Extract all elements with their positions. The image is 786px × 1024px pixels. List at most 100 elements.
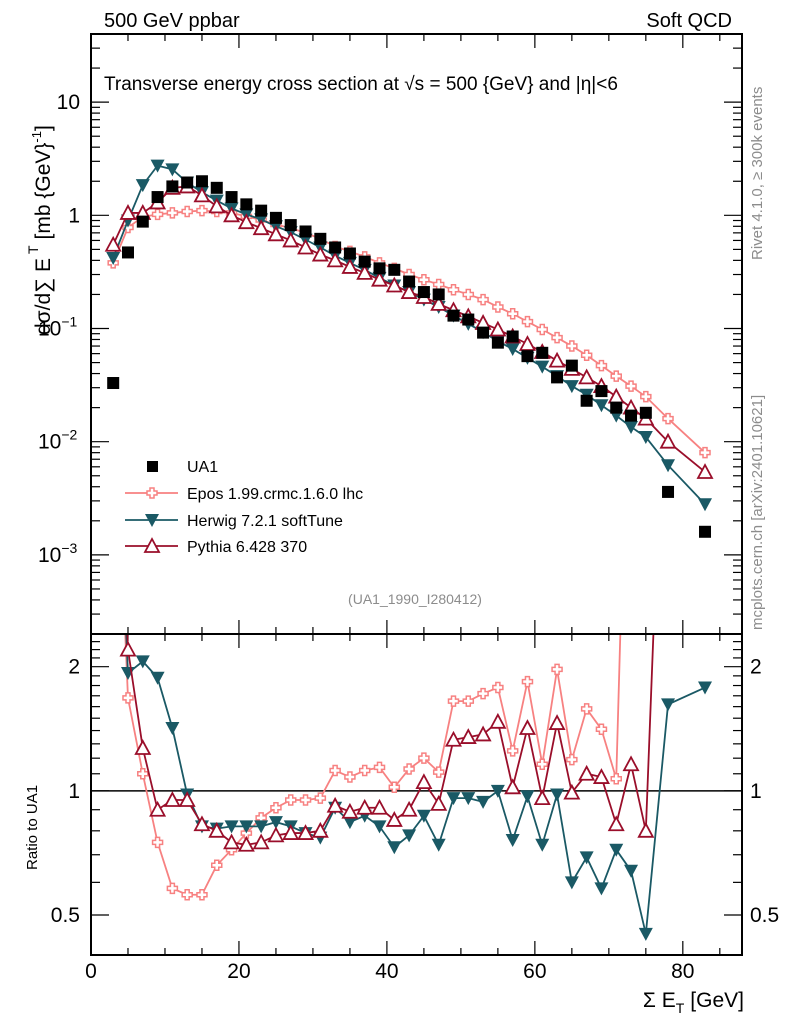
legend-item: Epos 1.99.crmc.1.6.0 lhc: [125, 486, 363, 503]
data-point: [610, 401, 623, 414]
data-point: [462, 288, 475, 301]
ratio-series-pythia: [119, 635, 655, 852]
ratio-point: [610, 772, 622, 785]
ratio-tick-label-right: 1: [750, 780, 762, 803]
ratio-point: [371, 798, 389, 815]
data-point: [165, 163, 180, 177]
data-point: [326, 251, 344, 268]
y-tick-label: 10: [57, 91, 80, 114]
data-point: [388, 263, 401, 276]
ratio-point: [178, 791, 196, 807]
ratio-point: [580, 703, 593, 715]
ratio-frame: [90, 633, 743, 956]
ratio-panel: 2 2 1 1 0.5 0.5: [51, 633, 779, 956]
ratio-point: [326, 796, 344, 813]
ratio-point: [609, 843, 624, 857]
ratio-point: [299, 794, 312, 806]
ratio-point: [415, 773, 433, 790]
ratio-axis-label: Ratio to UA1: [24, 785, 41, 870]
series-line: [112, 185, 706, 473]
data-point: [106, 251, 121, 265]
data-point: [195, 175, 208, 188]
analysis-id: (UA1_1990_I280412): [348, 591, 482, 607]
data-point: [356, 264, 374, 280]
data-point: [535, 360, 550, 374]
data-point: [341, 258, 359, 274]
ratio-point: [548, 714, 566, 730]
data-point: [104, 235, 122, 252]
ratio-point: [151, 836, 164, 849]
ratio-series-epos: [122, 635, 622, 901]
ratio-point: [224, 820, 239, 834]
legend-item: Herwig 7.2.1 softTune: [125, 513, 343, 530]
header-right: Soft QCD: [646, 10, 732, 32]
ratio-point: [282, 824, 300, 840]
ratio-point: [341, 802, 359, 819]
data-point: [417, 286, 430, 299]
ratio-point: [418, 752, 430, 764]
data-point: [223, 206, 241, 223]
data-point: [282, 231, 300, 248]
data-point: [430, 295, 448, 311]
ratio-point: [254, 820, 269, 834]
data-point: [210, 181, 223, 194]
data-point: [536, 323, 549, 336]
data-point: [343, 247, 356, 260]
ratio-point: [134, 739, 152, 755]
x-tick-label: 40: [375, 960, 398, 983]
data-point: [661, 459, 676, 473]
data-point: [119, 204, 137, 220]
ratio-point: [550, 788, 565, 802]
ratio-point: [432, 766, 445, 778]
ratio-point: [563, 783, 581, 800]
data-point: [696, 463, 714, 479]
ratio-point: [624, 864, 639, 878]
data-point: [269, 211, 282, 224]
data-point: [565, 359, 578, 372]
ratio-point: [193, 815, 211, 832]
ratio-point: [459, 728, 477, 744]
legend-label: UA1: [187, 459, 218, 476]
ratio-point: [492, 681, 504, 694]
data-point: [594, 399, 609, 413]
ratio-point: [373, 761, 386, 774]
rivet-version-text: Rivet 4.1.0, ≥ 300k events: [749, 87, 766, 260]
ratio-point: [551, 663, 563, 676]
data-point: [314, 232, 327, 245]
ratio-point: [607, 815, 625, 832]
ratio-tick-label-right: 0.5: [750, 904, 779, 927]
legend: UA1 Epos 1.99.crmc.1.6.0 lhc Herwig 7.2.1 …: [125, 459, 363, 556]
data-point: [625, 409, 638, 422]
ratio-point: [431, 838, 446, 852]
data-point: [208, 197, 226, 214]
ratio-point: [344, 771, 356, 783]
data-point: [267, 225, 285, 242]
data-point: [491, 336, 504, 349]
data-point: [564, 380, 579, 394]
ratio-point: [311, 821, 329, 838]
ratio-point: [444, 730, 462, 747]
legend-label: Herwig 7.2.1 softTune: [187, 513, 343, 530]
ratio-point: [505, 834, 520, 848]
data-point: [329, 241, 342, 254]
ratio-point: [150, 671, 165, 685]
ratio-point: [592, 768, 610, 784]
data-point: [150, 159, 165, 173]
data-point: [181, 176, 194, 189]
data-point: [432, 288, 445, 301]
ratio-point: [506, 745, 519, 757]
y-tick-label: 1: [68, 204, 80, 227]
y-tick-label: 10−2: [38, 427, 78, 454]
data-point: [521, 315, 534, 328]
x-tick-label: 0: [85, 960, 97, 983]
data-point: [607, 387, 625, 404]
ratio-point: [385, 811, 403, 827]
data-point: [551, 371, 564, 384]
ratio-point: [637, 821, 655, 838]
data-point: [638, 431, 653, 445]
ratio-point: [356, 798, 374, 815]
ratio-point: [208, 821, 226, 838]
data-point: [166, 180, 179, 193]
data-point: [548, 351, 566, 368]
data-point: [662, 485, 675, 498]
